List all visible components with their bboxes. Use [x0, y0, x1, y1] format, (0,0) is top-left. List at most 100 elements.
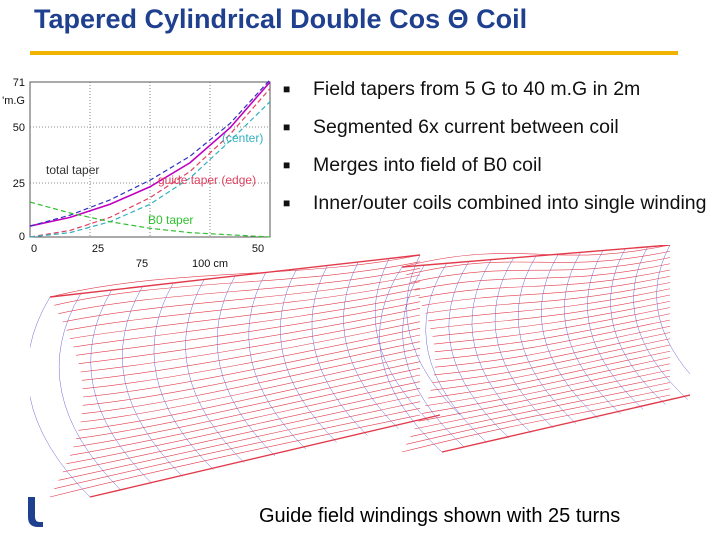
coil-wireframe	[30, 245, 690, 498]
coil-cross-arc	[587, 250, 644, 410]
coil-cross-arc	[311, 265, 368, 436]
coil-cross-arc	[471, 259, 532, 434]
coil-winding-line	[54, 261, 421, 306]
coil-winding-line	[82, 341, 421, 406]
coil-winding-line	[410, 382, 671, 437]
series-line	[29, 88, 271, 238]
coil-cross-arc	[30, 296, 91, 498]
coil-winding-line	[66, 388, 421, 464]
coil-winding-line	[76, 368, 421, 439]
bullet-item: ■ Field tapers from 5 G to 40 m.G in 2m	[283, 78, 713, 101]
bullet-list: ■ Field tapers from 5 G to 40 m.G in 2m ■…	[283, 78, 713, 230]
coil-winding-line	[58, 268, 421, 314]
x-tick-label: 50	[252, 243, 264, 255]
coil-cross-arc	[280, 268, 337, 443]
coil-winding-line	[78, 361, 421, 431]
coil-winding-line	[434, 319, 671, 360]
bullet-text: Segmented 6x current between coil	[313, 116, 619, 138]
coil-winding-line	[58, 401, 421, 481]
coil-winding-line	[428, 350, 671, 399]
coil-cross-arc	[379, 266, 443, 453]
coil-winding-line	[430, 344, 671, 391]
coil-winding-line	[430, 294, 671, 329]
bullet-square-icon: ■	[283, 196, 291, 210]
coil-winding-line	[433, 307, 671, 345]
coil-winding-line	[80, 314, 421, 373]
coil-winding-line	[432, 338, 671, 383]
coil-winding-line	[434, 325, 671, 368]
coil-cross-arc	[122, 286, 183, 477]
coil-winding-line	[418, 369, 671, 422]
x-tick-label: 75	[136, 258, 148, 270]
coil-cross-arc	[656, 245, 690, 375]
coil-winding-line	[54, 408, 421, 489]
y-tick-label: 0	[19, 231, 25, 243]
coil-cross-arc	[564, 252, 621, 415]
coil-winding-line	[425, 357, 671, 407]
coil-cross-arc	[374, 258, 430, 423]
coil-cross-arc	[402, 265, 465, 448]
coil-winding-line	[62, 394, 421, 473]
coil-winding-line	[434, 313, 671, 353]
y-tick-label: 25	[13, 178, 25, 190]
coil-cross-arc	[216, 275, 276, 457]
coil-winding-line	[81, 321, 421, 381]
coil-winding-line	[82, 334, 421, 398]
slide-title: Tapered Cylindrical Double Cos Θ Coil	[34, 4, 528, 34]
coil-winding-line	[425, 282, 671, 314]
coil-winding-line	[81, 348, 421, 414]
coil-winding-line	[410, 257, 671, 283]
annotation-guide-taper: guide taper (edge)	[158, 173, 256, 187]
coil-winding-line	[70, 288, 421, 339]
x-tick-label: 100 cm	[192, 258, 228, 270]
u-logo-icon	[28, 497, 43, 527]
coil-edge	[441, 394, 690, 453]
coil-cross-arc	[541, 254, 599, 419]
coil-winding-line	[432, 300, 671, 337]
coil-cross-arc	[153, 282, 214, 470]
y-axis-label: 'm.G	[2, 95, 25, 107]
bullet-item: ■ Segmented 6x current between coil	[283, 116, 713, 139]
coil-cross-arc	[425, 263, 487, 443]
coil-winding-line	[62, 274, 421, 323]
coil-winding-line	[401, 394, 671, 453]
coil-winding-line	[428, 288, 671, 322]
coil-winding-line	[76, 301, 421, 356]
coil-winding-line	[73, 294, 421, 348]
coil-winding-line	[406, 388, 671, 445]
series-layer	[29, 79, 271, 238]
coil-winding-line	[414, 375, 671, 430]
coil-cross-arc	[448, 261, 510, 438]
coil-winding-line	[66, 281, 421, 331]
coil-winding-line	[49, 254, 421, 298]
title-divider	[30, 51, 678, 55]
bullet-text: Merges into field of B0 coil	[313, 154, 542, 176]
annotation-total-taper: total taper	[46, 163, 99, 177]
coil-winding-line	[401, 245, 671, 268]
annotation-center: (center)	[222, 131, 263, 145]
coil-cross-arc	[406, 254, 461, 416]
bullet-square-icon: ■	[283, 82, 291, 96]
coil-winding-line	[422, 363, 671, 414]
coil-edge	[89, 414, 441, 498]
coil-cross-arc	[185, 279, 245, 464]
coil-cross-arc	[58, 293, 122, 491]
coil-winding-line	[73, 374, 421, 448]
coil-winding-line	[433, 332, 671, 376]
coil-winding-line	[80, 354, 421, 423]
series-line	[29, 201, 271, 238]
x-tick-label: 25	[92, 243, 104, 255]
series-line	[29, 101, 271, 238]
coil-cross-arc	[633, 246, 688, 400]
coil-cross-arc	[90, 289, 152, 484]
coil-winding-line	[414, 263, 671, 291]
coil-winding-line	[78, 308, 421, 364]
bullet-square-icon: ■	[283, 158, 291, 172]
bullet-item: ■ Merges into field of B0 coil	[283, 154, 713, 177]
y-tick-label: 71	[13, 77, 25, 89]
coil-winding-line	[82, 328, 421, 389]
figure-caption: Guide field windings shown with 25 turns	[259, 505, 621, 527]
field-taper-chart: 71 'm.G 50 25 0 0 25 50 75 100 cm (cente…	[2, 77, 271, 270]
annotation-b0-taper: B0 taper	[148, 213, 193, 227]
coil-cross-arc	[610, 248, 666, 405]
